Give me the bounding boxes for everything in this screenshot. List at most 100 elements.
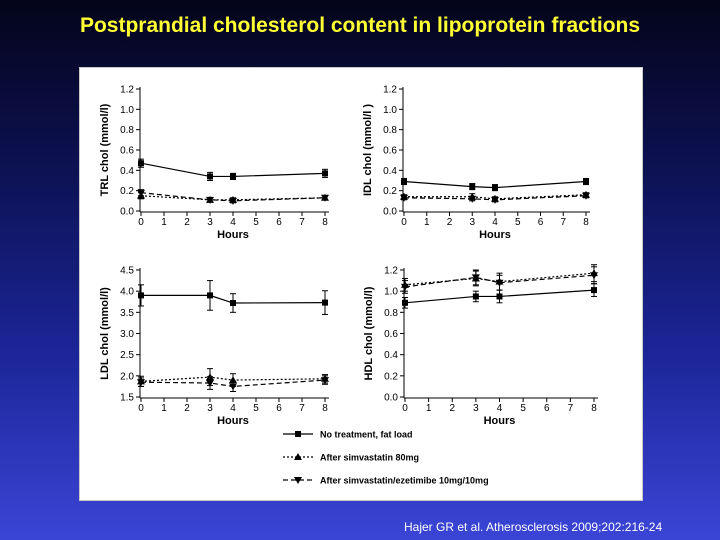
legend-marker bbox=[294, 453, 302, 460]
x-tick-label: 6 bbox=[538, 217, 544, 228]
series-line bbox=[404, 289, 595, 304]
y-tick-label: 0.6 bbox=[120, 146, 134, 157]
data-point bbox=[206, 196, 214, 204]
figure-panel: 0.0 0.2 0.4 0.6 0.8 1.0 1.2 0 1 2 3 4 5 6 7 8 Hours TRL c… bbox=[79, 67, 643, 501]
x-tick-label: 1 bbox=[426, 403, 432, 414]
x-tick-label: 5 bbox=[253, 217, 259, 228]
y-tick-label: 0.6 bbox=[384, 329, 398, 340]
data-point bbox=[207, 292, 213, 299]
y-tick-label: 1.5 bbox=[120, 393, 134, 404]
y-tick-label: 1.2 bbox=[383, 85, 397, 96]
data-point bbox=[590, 272, 598, 280]
y-tick-label: 0.4 bbox=[120, 166, 134, 177]
figure-svg: 0.0 0.2 0.4 0.6 0.8 1.0 1.2 0 1 2 3 4 5 6 7 8 Hours TRL c… bbox=[99, 85, 598, 486]
series-3 bbox=[137, 375, 329, 392]
x-tick-label: 4 bbox=[497, 403, 503, 414]
series-3 bbox=[400, 192, 590, 204]
x-tick-label: 3 bbox=[473, 403, 479, 414]
data-point bbox=[492, 184, 498, 191]
y-tick-label: 2.5 bbox=[120, 350, 134, 361]
data-point bbox=[402, 299, 408, 306]
x-tick-label: 0 bbox=[402, 403, 408, 414]
y-axis-title: LDL chol (mmol/l) bbox=[99, 287, 111, 380]
data-point bbox=[400, 194, 408, 202]
series-1 bbox=[401, 177, 589, 192]
series-3 bbox=[137, 189, 329, 205]
x-tick-label: 8 bbox=[591, 403, 597, 414]
y-tick-label: 3.5 bbox=[120, 308, 134, 319]
slide-title: Postprandial cholesterol content in lipo… bbox=[79, 14, 641, 37]
x-axis-title: Hours bbox=[484, 415, 516, 427]
y-tick-label: 0.0 bbox=[120, 207, 134, 218]
data-point bbox=[230, 173, 236, 180]
x-tick-label: 8 bbox=[583, 217, 589, 228]
x-tick-label: 5 bbox=[520, 403, 526, 414]
data-point bbox=[471, 274, 480, 282]
x-tick-label: 0 bbox=[138, 403, 144, 414]
data-point bbox=[469, 183, 476, 190]
legend-item-2: After simvastatin 80mg bbox=[283, 453, 419, 463]
y-tick-label: 1.0 bbox=[383, 105, 397, 116]
data-point bbox=[207, 173, 213, 180]
x-tick-label: 0 bbox=[401, 217, 407, 228]
y-tick-label: 0.0 bbox=[384, 393, 398, 404]
data-point bbox=[321, 377, 329, 385]
series-1 bbox=[402, 283, 597, 309]
x-tick-label: 3 bbox=[469, 217, 475, 228]
y-tick-label: 0.2 bbox=[383, 186, 397, 197]
data-point bbox=[229, 197, 237, 205]
x-tick-label: 1 bbox=[161, 403, 167, 414]
data-point bbox=[401, 178, 407, 185]
y-tick-label: 4.5 bbox=[120, 266, 134, 277]
legend: No treatment, fat load After simvastatin … bbox=[283, 430, 489, 486]
data-point bbox=[496, 293, 503, 300]
y-tick-label: 2.0 bbox=[120, 371, 134, 382]
x-tick-label: 0 bbox=[138, 217, 144, 228]
y-tick-label: 0.2 bbox=[384, 371, 398, 382]
x-tick-label: 4 bbox=[492, 217, 498, 228]
y-tick-label: 0.4 bbox=[384, 350, 398, 361]
data-point bbox=[322, 299, 328, 306]
legend-item-3: After simvastatin/ezetimibe 10mg/10mg bbox=[283, 476, 489, 486]
data-point bbox=[472, 293, 479, 300]
x-tick-label: 7 bbox=[299, 403, 305, 414]
chart-panel-1: 0.0 0.2 0.4 0.6 0.8 1.0 1.2 0 1 2 3 4 5 6 7 8 Hours TRL c… bbox=[99, 85, 329, 241]
data-point bbox=[495, 279, 504, 287]
series-line bbox=[140, 376, 326, 382]
legend-marker bbox=[295, 431, 301, 437]
series-line bbox=[404, 194, 587, 200]
data-point bbox=[137, 189, 145, 197]
y-axis-title: TRL chol (mmol/l) bbox=[99, 103, 111, 196]
data-point bbox=[582, 192, 590, 200]
x-tick-label: 7 bbox=[560, 217, 566, 228]
y-tick-label: 0.4 bbox=[383, 166, 397, 177]
y-tick-label: 0.8 bbox=[384, 308, 398, 319]
series-line bbox=[404, 274, 595, 288]
x-tick-label: 6 bbox=[276, 217, 282, 228]
x-axis-title: Hours bbox=[479, 229, 511, 241]
legend-label: After simvastatin/ezetimibe 10mg/10mg bbox=[320, 476, 489, 486]
data-point bbox=[321, 194, 329, 202]
data-point bbox=[491, 196, 499, 204]
y-tick-label: 0.6 bbox=[383, 146, 397, 157]
chart-panel-3: 1.5 2.0 2.5 3.0 3.5 4.0 4.5 0 1 2 3 4 5 6 7 8 Hours LDL c… bbox=[99, 266, 329, 427]
x-tick-label: 4 bbox=[230, 403, 236, 414]
x-tick-label: 2 bbox=[449, 403, 455, 414]
series-3 bbox=[401, 266, 598, 294]
data-point bbox=[591, 287, 597, 294]
x-axis-title: Hours bbox=[217, 229, 249, 241]
series-line bbox=[140, 192, 326, 202]
y-tick-label: 1.2 bbox=[384, 266, 398, 277]
data-point bbox=[468, 195, 477, 203]
data-point bbox=[583, 178, 589, 185]
y-tick-label: 0.0 bbox=[383, 207, 397, 218]
x-axis-title: Hours bbox=[217, 415, 249, 427]
data-point bbox=[138, 292, 144, 299]
series-line bbox=[140, 379, 326, 388]
y-tick-label: 0.8 bbox=[120, 125, 134, 136]
data-point bbox=[137, 379, 145, 387]
data-point bbox=[322, 170, 328, 177]
series-line bbox=[403, 180, 587, 189]
chart-panel-2: 0.0 0.2 0.4 0.6 0.8 1.0 1.2 0 1 2 3 4 5 6 7 8 Hours IDL c… bbox=[362, 85, 590, 241]
y-tick-label: 1.2 bbox=[120, 85, 134, 96]
